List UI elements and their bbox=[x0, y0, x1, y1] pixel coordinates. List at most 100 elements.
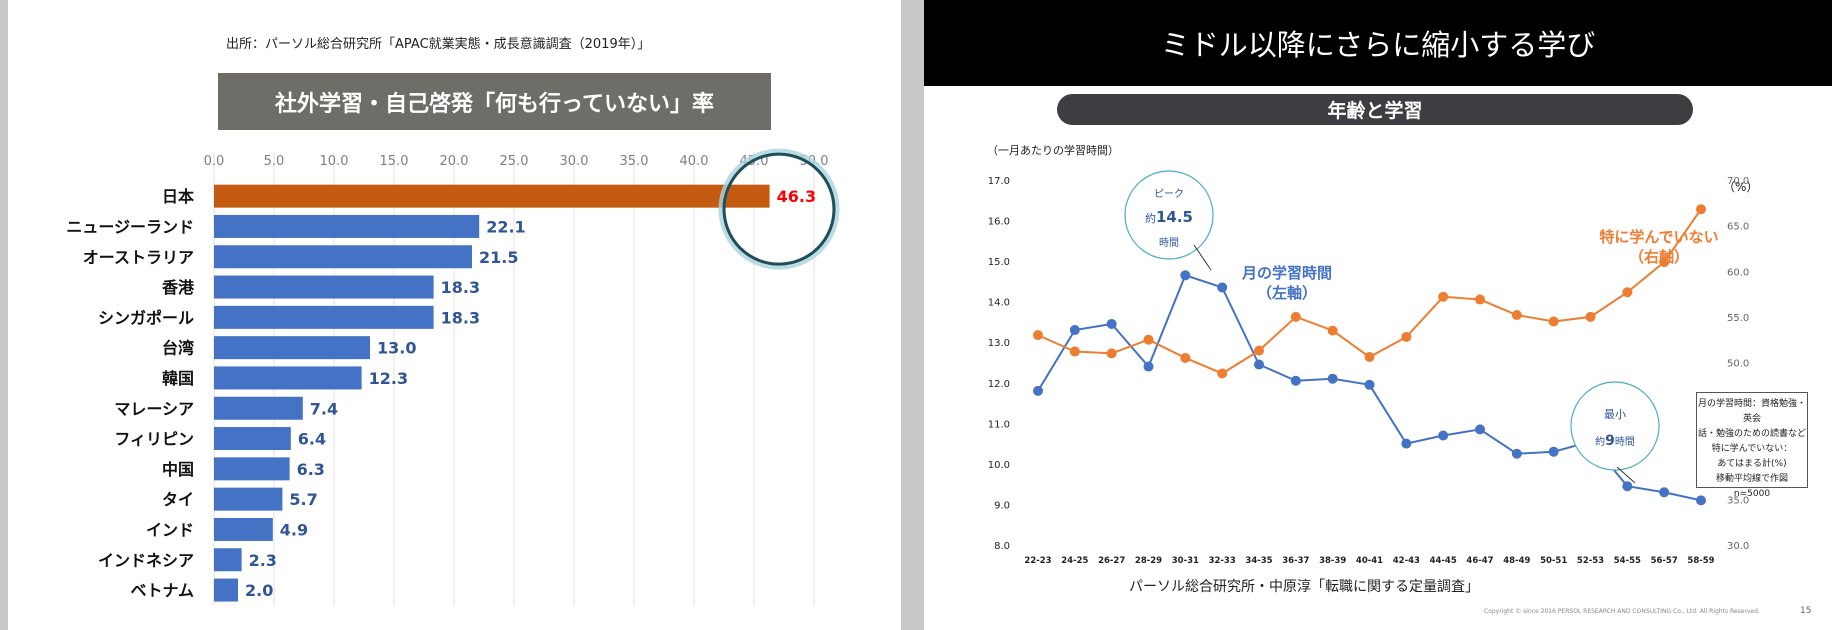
note-box: 月の学習時間：資格勉強・英会 話・勉強のための読書など 特に学んでいない： あて… bbox=[1696, 392, 1808, 499]
value-label: 21.5 bbox=[479, 248, 518, 267]
note-line: n=5000 bbox=[1733, 489, 1771, 499]
data-point bbox=[1180, 270, 1191, 281]
x-tick-label: 56-57 bbox=[1651, 556, 1678, 566]
x-tick-label: 46-47 bbox=[1466, 556, 1493, 566]
y-left-tick-label: 17.0 bbox=[988, 176, 1010, 187]
x-tick-label: 40-41 bbox=[1356, 556, 1383, 566]
bar bbox=[214, 487, 283, 511]
peak-leader-line bbox=[1193, 244, 1212, 271]
data-point bbox=[1659, 257, 1670, 268]
bar bbox=[214, 457, 290, 481]
page-number: 15 bbox=[1800, 606, 1812, 616]
y-right-tick-label: 35.0 bbox=[1727, 495, 1749, 506]
data-point bbox=[1511, 448, 1522, 459]
y-left-tick-label: 14.0 bbox=[988, 298, 1010, 309]
value-label: 22.1 bbox=[486, 217, 525, 236]
y-right-tick-label: 60.0 bbox=[1727, 267, 1749, 278]
bar bbox=[214, 517, 273, 541]
category-label: ニュージーランド bbox=[66, 217, 194, 236]
category-label: シンガポール bbox=[98, 308, 194, 327]
value-label: 46.3 bbox=[777, 187, 816, 206]
value-label: 12.3 bbox=[369, 369, 408, 388]
copyright: Copyright © since 2016 PERSOL RESEARCH A… bbox=[1484, 608, 1760, 615]
x-tick-label: 52-53 bbox=[1577, 556, 1604, 566]
data-point bbox=[1548, 316, 1559, 327]
data-point bbox=[1438, 430, 1449, 441]
x-tick-label: 44-45 bbox=[1430, 556, 1457, 566]
category-label: 香港 bbox=[161, 278, 195, 297]
peak-value-label: 約14.5 bbox=[1145, 208, 1193, 226]
slide-title: ミドル以降にさらに縮小する学び bbox=[924, 0, 1832, 86]
x-tick-label: 32-33 bbox=[1209, 556, 1236, 566]
right-slide: ミドル以降にさらに縮小する学び 年齢と学習 （一月あたりの学習時間） （%） 8… bbox=[924, 0, 1832, 630]
category-label: 韓国 bbox=[162, 369, 194, 388]
data-point bbox=[1364, 379, 1375, 390]
value-label: 2.3 bbox=[249, 551, 277, 570]
bar bbox=[214, 427, 291, 451]
chart-subtitle: 年齢と学習 bbox=[1057, 94, 1693, 125]
data-point bbox=[1180, 352, 1191, 363]
data-point bbox=[1364, 352, 1375, 363]
highlight-circle bbox=[722, 152, 836, 266]
note-line: 移動平均線で作図 bbox=[1715, 474, 1788, 484]
x-tick-label: 26-27 bbox=[1098, 556, 1125, 566]
right-axis-unit: （%） bbox=[1723, 180, 1759, 194]
data-point bbox=[1327, 373, 1338, 384]
y-left-tick-label: 15.0 bbox=[988, 257, 1010, 268]
y-right-tick-label: 65.0 bbox=[1727, 222, 1749, 233]
value-label: 4.9 bbox=[280, 520, 308, 539]
category-label: タイ bbox=[162, 490, 194, 509]
series-label-hours-axis: （左軸） bbox=[1257, 284, 1317, 302]
category-label: ベトナム bbox=[130, 581, 194, 600]
data-point bbox=[1217, 368, 1228, 379]
value-label: 2.0 bbox=[245, 581, 273, 600]
x-tick-label: 15.0 bbox=[380, 154, 409, 169]
x-tick-label: 42-43 bbox=[1393, 556, 1420, 566]
data-point bbox=[1401, 331, 1412, 342]
note-line: 話・勉強のための読書など bbox=[1697, 429, 1806, 439]
category-label: インド bbox=[146, 520, 194, 539]
peak-unit-label: 時間 bbox=[1159, 237, 1179, 249]
y-right-tick-label: 50.0 bbox=[1727, 359, 1749, 370]
x-tick-label: 35.0 bbox=[620, 154, 649, 169]
value-label: 5.7 bbox=[289, 490, 317, 509]
y-left-tick-label: 12.0 bbox=[988, 379, 1010, 390]
note-line: 特に学んでいない： bbox=[1711, 444, 1793, 454]
data-point bbox=[1143, 361, 1154, 372]
category-label: インドネシア bbox=[98, 551, 194, 570]
left-slide: 出所：パーソル総合研究所「APAC就業実態・成長意識調査（2019年）」 社外学… bbox=[8, 0, 901, 630]
category-label: 台湾 bbox=[162, 339, 194, 358]
bar bbox=[214, 305, 434, 329]
series-label-none: 特に学んでいない bbox=[1599, 228, 1718, 246]
series-label-none-axis: （右軸） bbox=[1629, 248, 1689, 266]
bar bbox=[214, 396, 303, 420]
y-right-tick-label: 70.0 bbox=[1727, 176, 1749, 187]
y-left-tick-label: 8.0 bbox=[994, 541, 1010, 552]
data-point bbox=[1106, 318, 1117, 329]
y-left-tick-label: 11.0 bbox=[988, 419, 1010, 430]
data-point bbox=[1622, 481, 1633, 492]
data-point bbox=[1033, 330, 1043, 341]
line-chart: 8.0 9.0 10.0 11.0 12.0 13.0 14.0 15.0 16.0 17.0 30… bbox=[988, 170, 1749, 566]
data-point bbox=[1696, 204, 1706, 215]
bar bbox=[214, 214, 480, 238]
source-note: 出所：パーソル総合研究所「APAC就業実態・成長意識調査（2019年）」 bbox=[226, 37, 651, 52]
series-label-hours: 月の学習時間 bbox=[1241, 264, 1332, 282]
x-tick-label: 20.0 bbox=[440, 154, 469, 169]
x-tick-label: 58-59 bbox=[1687, 556, 1714, 566]
x-tick-label: 30.0 bbox=[560, 154, 589, 169]
data-point bbox=[1290, 311, 1301, 322]
x-tick-label: 22-23 bbox=[1024, 556, 1051, 566]
x-tick-label: 10.0 bbox=[320, 154, 349, 169]
x-tick-label: 24-25 bbox=[1061, 556, 1088, 566]
value-label: 6.4 bbox=[298, 430, 326, 449]
peak-label: ピーク bbox=[1154, 188, 1184, 200]
data-point bbox=[1475, 294, 1485, 305]
bar-chart: 0.0 5.0 10.0 15.0 20.0 25.0 30.0 35.0 40.0 45.0 50… bbox=[66, 148, 840, 605]
value-label: 6.3 bbox=[297, 460, 325, 479]
x-tick-label: 40.0 bbox=[680, 154, 709, 169]
x-tick-label: 34-35 bbox=[1245, 556, 1272, 566]
value-label: 7.4 bbox=[310, 399, 338, 418]
data-point bbox=[1659, 487, 1670, 498]
min-label: 最小 bbox=[1604, 408, 1626, 421]
